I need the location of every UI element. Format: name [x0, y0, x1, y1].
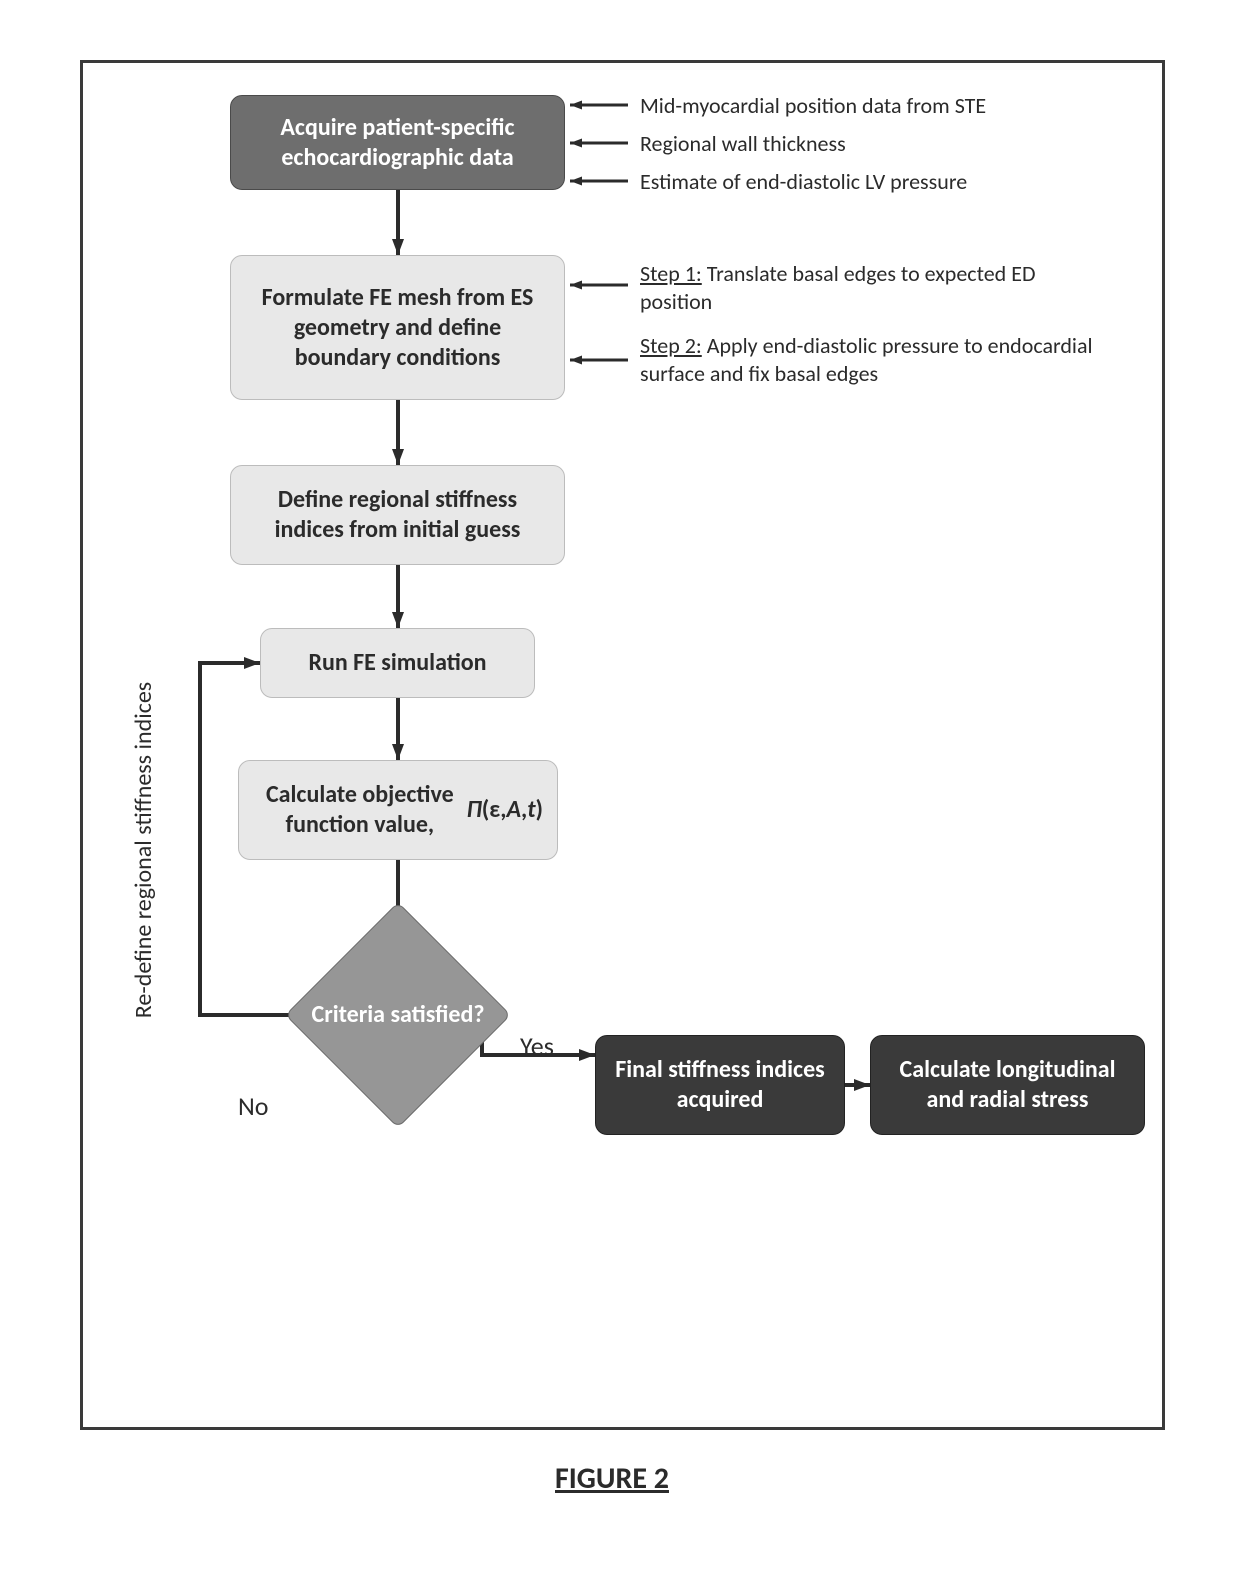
- page: Acquire patient-specific echocardiograph…: [0, 0, 1240, 1573]
- annotation-acq_1: Mid-myocardial position data from STE: [640, 92, 986, 120]
- annotation-acq_3: Estimate of end-diastolic LV pressure: [640, 168, 967, 196]
- figure-caption: FIGURE 2: [555, 1460, 669, 1497]
- label-redefine: Re-define regional stiffness indices: [130, 670, 180, 1030]
- label-no: No: [238, 1090, 269, 1123]
- node-define_stiffness: Define regional stiffness indices from i…: [230, 465, 565, 565]
- annotation-step_1: Step 1: Translate basal edges to expecte…: [640, 260, 1070, 315]
- node-run_sim: Run FE simulation: [260, 628, 535, 698]
- node-calc_stress: Calculate longitudinal and radial stress: [870, 1035, 1145, 1135]
- node-acquire: Acquire patient-specific echocardiograph…: [230, 95, 565, 190]
- node-formulate: Formulate FE mesh from ES geometry and d…: [230, 255, 565, 400]
- annotation-acq_2: Regional wall thickness: [640, 130, 846, 158]
- decision-label: Criteria satisfied?: [308, 975, 488, 1055]
- annotation-step_2: Step 2: Apply end-diastolic pressure to …: [640, 332, 1110, 387]
- label-yes: Yes: [520, 1030, 554, 1063]
- node-final_stiffness: Final stiffness indices acquired: [595, 1035, 845, 1135]
- node-objective: Calculate objective function value, Π(ε,…: [238, 760, 558, 860]
